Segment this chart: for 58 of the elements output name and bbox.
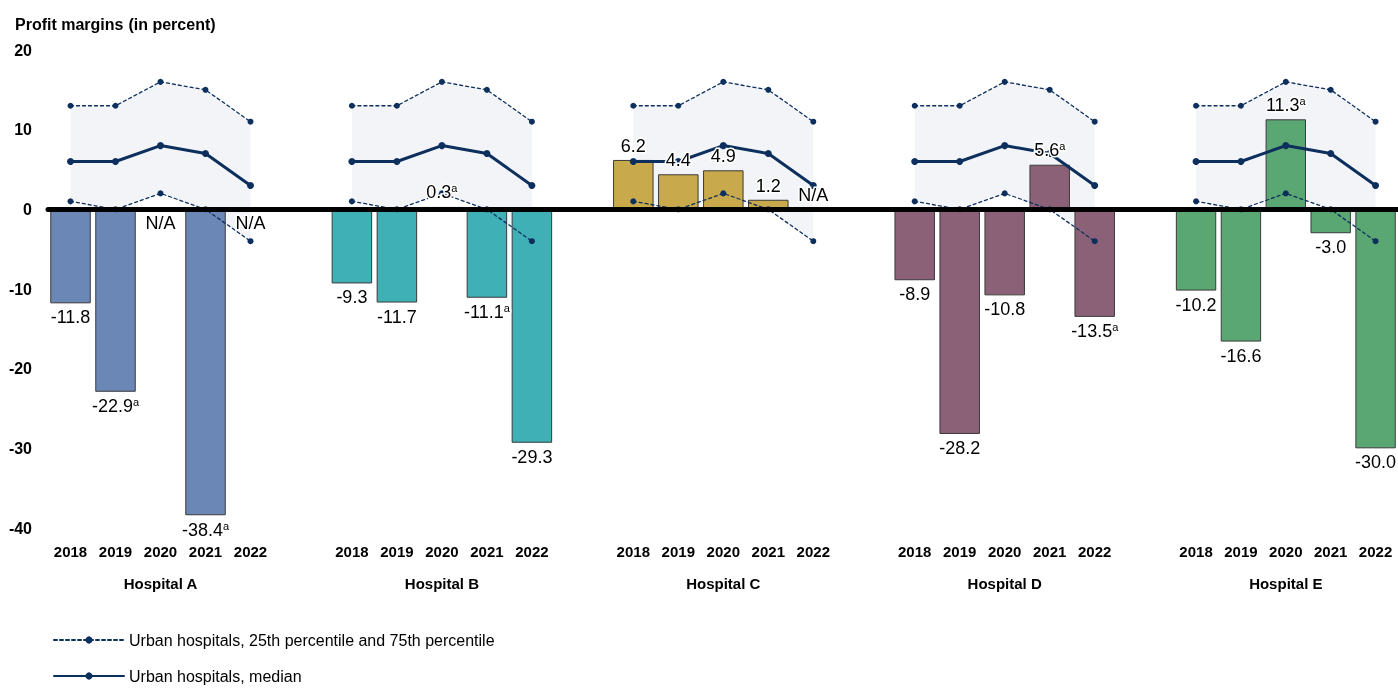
x-tick-label: 2020 <box>988 543 1022 560</box>
x-tick-label: 2018 <box>1179 543 1213 560</box>
x-tick-label: 2021 <box>470 543 504 560</box>
data-label: -11.8 <box>50 307 91 328</box>
x-axis-title: Hospital D <box>967 575 1042 592</box>
data-label: -16.6 <box>1220 345 1262 366</box>
x-tick-label: 2018 <box>898 543 932 560</box>
x-tick-label: 2022 <box>1358 543 1393 560</box>
data-label: 4.9 <box>710 146 736 167</box>
legend-label: Urban hospitals, median <box>129 667 302 685</box>
y-tick-label: -10 <box>8 280 33 298</box>
x-axis-title: Hospital B <box>404 575 480 592</box>
x-tick-label: 2020 <box>143 543 178 560</box>
data-label: -9.3 <box>336 287 368 308</box>
x-tick-label: 2019 <box>380 543 414 560</box>
legend-label: Urban hospitals, 25th percentile and 75th percentile <box>129 631 495 649</box>
text: N/A <box>798 185 829 206</box>
data-label: 1.2 <box>755 175 781 196</box>
x-tick-label: 2019 <box>1224 543 1258 560</box>
data-label: -29.3 <box>511 446 553 467</box>
x-axis-title: Hospital C <box>686 575 761 592</box>
x-tick-label: 2019 <box>98 543 133 560</box>
x-tick-label: 2018 <box>335 543 369 560</box>
x-tick-label: 2020 <box>1269 543 1303 560</box>
x-tick-label: 2022 <box>1078 543 1112 560</box>
x-tick-label: 2021 <box>1313 543 1348 560</box>
x-tick-label: 2020 <box>706 543 740 560</box>
x-tick-label: 2020 <box>425 543 459 560</box>
y-tick-label: 0 <box>23 200 33 218</box>
x-tick-label: 2022 <box>796 543 830 560</box>
text: N/A <box>235 213 266 234</box>
x-tick-label: 2018 <box>53 543 88 560</box>
data-label: -10.2 <box>1175 294 1217 315</box>
chart-title: Profit margins <box>15 15 124 33</box>
x-tick-label: 2021 <box>1033 543 1067 560</box>
y-tick-label: -40 <box>8 519 33 537</box>
text: N/A <box>145 213 176 234</box>
y-tick-label: -30 <box>8 439 33 457</box>
y-tick-label: 20 <box>14 41 33 59</box>
chart-subtitle: (in percent) <box>128 15 216 33</box>
x-tick-label: 2019 <box>661 543 695 560</box>
y-tick-label: 10 <box>14 121 33 139</box>
x-tick-label: 2019 <box>943 543 977 560</box>
data-label: 6.2 <box>620 135 646 156</box>
x-tick-label: 2021 <box>188 543 223 560</box>
x-tick-label: 2022 <box>233 543 268 560</box>
x-tick-label: 2018 <box>616 543 650 560</box>
x-axis-title: Hospital A <box>123 575 198 592</box>
data-label: -10.8 <box>984 299 1026 320</box>
data-label: -3.0 <box>1315 237 1347 258</box>
data-label: -11.7 <box>377 306 417 327</box>
x-tick-label: 2021 <box>751 543 785 560</box>
data-label: -8.9 <box>899 284 931 305</box>
y-tick-label: -20 <box>8 360 33 378</box>
data-label: -28.2 <box>939 437 981 458</box>
data-label: -30.0 <box>1355 452 1397 473</box>
x-tick-label: 2022 <box>515 543 549 560</box>
x-axis-title: Hospital E <box>1249 575 1323 592</box>
